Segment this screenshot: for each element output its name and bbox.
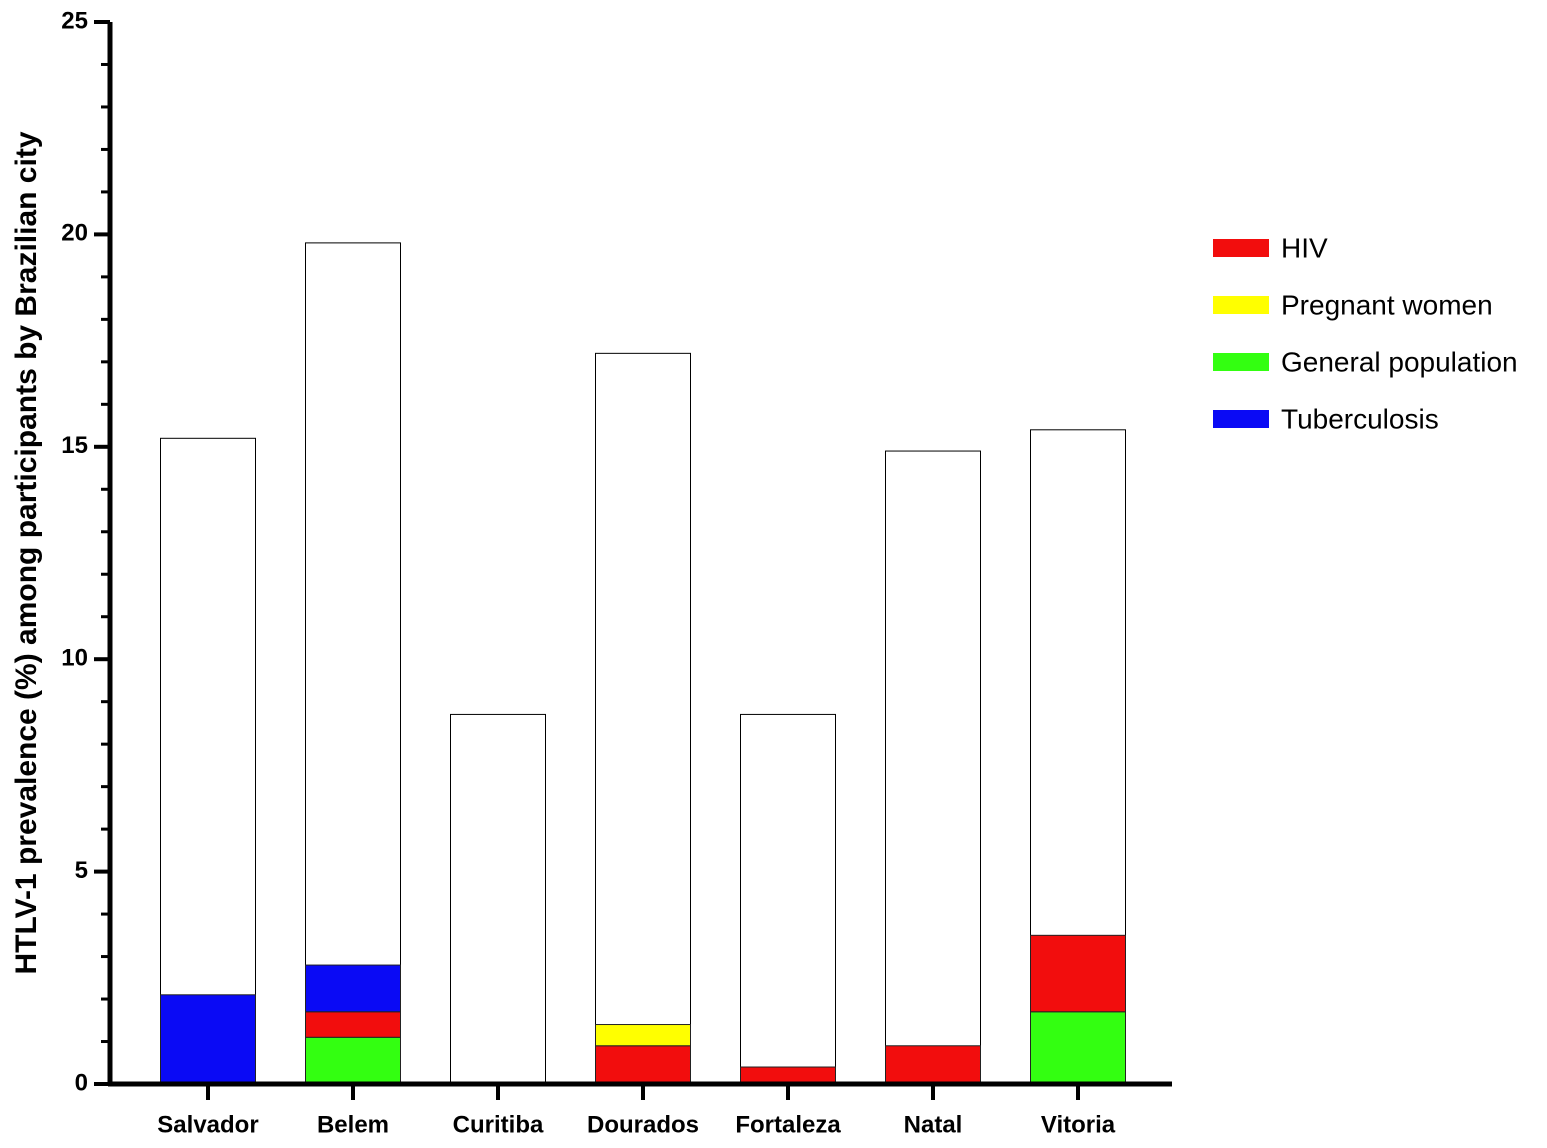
y-tick-label: 15 — [61, 432, 88, 459]
bar-segment — [885, 1045, 981, 1085]
y-tick-label: 10 — [61, 645, 88, 672]
total-bar — [740, 713, 836, 1085]
x-tick-label: Fortaleza — [735, 1111, 841, 1138]
y-tick-label: 0 — [75, 1069, 88, 1096]
bar-segment — [740, 1066, 836, 1085]
x-tick-label: Natal — [904, 1111, 963, 1138]
bar-segment — [305, 1011, 401, 1038]
y-tick-label: 20 — [61, 220, 88, 247]
total-bar — [450, 713, 546, 1085]
legend-label: HIV — [1281, 232, 1328, 263]
x-tick-label: Dourados — [587, 1111, 699, 1138]
y-tick-label: 25 — [61, 7, 88, 34]
bar-segment — [595, 1024, 691, 1047]
x-tick-label: Vitoria — [1041, 1111, 1116, 1138]
legend-swatch — [1213, 353, 1269, 371]
legend-label: Pregnant women — [1281, 289, 1493, 320]
legend-swatch — [1213, 296, 1269, 314]
total-bar — [885, 450, 981, 1085]
y-axis-label: HTLV-1 prevalence (%) among participants… — [10, 131, 43, 974]
x-tick-label: Belem — [317, 1111, 389, 1138]
legend-label: General population — [1281, 346, 1518, 377]
bar-segment — [1030, 934, 1126, 1013]
x-tick-label: Salvador — [157, 1111, 258, 1138]
total-bar — [305, 242, 401, 1085]
bar-segment — [1030, 1011, 1126, 1085]
x-tick-label: Curitiba — [453, 1111, 544, 1138]
legend-swatch — [1213, 239, 1269, 257]
y-tick-label: 5 — [75, 857, 88, 884]
bar-segment — [305, 964, 401, 1013]
bar-segment — [160, 994, 256, 1085]
bar-segment — [305, 1036, 401, 1085]
legend-swatch — [1213, 410, 1269, 428]
total-bar — [160, 437, 256, 1085]
legend-label: Tuberculosis — [1281, 403, 1439, 434]
total-bar — [595, 352, 691, 1085]
bar-segment — [595, 1045, 691, 1085]
